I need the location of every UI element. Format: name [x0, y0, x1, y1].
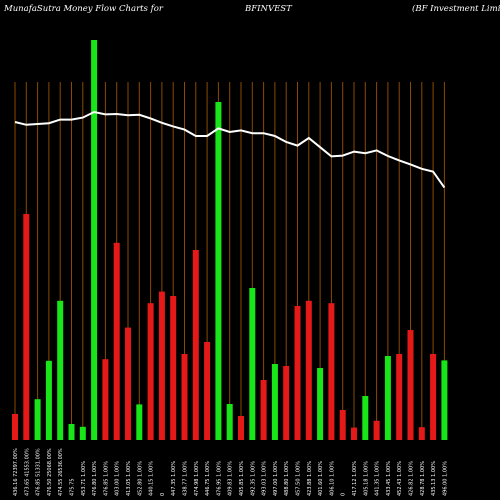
x-tick-label: 440.15 1.00%: [149, 461, 155, 496]
money-flow-bar: [317, 368, 324, 440]
x-tick-label: 474.55 26536.00%: [58, 448, 64, 496]
x-tick-label: 453.71 1.00%: [81, 461, 87, 496]
money-flow-bar: [34, 399, 41, 440]
money-flow-bar: [170, 296, 177, 440]
x-tick-label: 436.16 72397.00%: [13, 448, 19, 496]
money-flow-bar: [271, 364, 278, 440]
money-flow-bar: [12, 414, 18, 440]
x-tick-label: 417.12 1.00%: [352, 461, 358, 496]
x-tick-label: 457.50 1.00%: [296, 461, 302, 496]
x-tick-label: 446.75 1.00%: [205, 461, 211, 496]
x-tick-label: 476.80 1.00%: [92, 461, 98, 496]
money-flow-bar: [147, 303, 154, 440]
money-flow-bar: [45, 360, 52, 440]
money-flow-bar: [430, 354, 437, 440]
money-flow-bar: [339, 410, 346, 440]
x-tick-label: 409.83 1.00%: [228, 461, 234, 496]
money-flow-bar: [294, 306, 301, 440]
price-line: [14, 110, 446, 189]
x-tick-label: 406.10 1.00%: [329, 461, 335, 496]
x-tick-label: 433.45 1.00%: [386, 461, 392, 496]
money-flow-bar: [23, 214, 30, 440]
x-tick-label: 401.60 1.00%: [318, 461, 324, 496]
x-tick-label: 0: [341, 493, 347, 496]
x-tick-label: 0: [160, 493, 166, 496]
x-tick-label: 405.85 1.00%: [239, 461, 245, 496]
money-flow-bar: [328, 303, 335, 440]
money-flow-bar: [249, 288, 256, 440]
money-flow-bar: [305, 300, 312, 440]
money-flow-bar: [215, 102, 222, 440]
money-flow-bar: [260, 380, 267, 440]
money-flow-bar: [136, 404, 143, 440]
chart-ticker: BFINVEST: [245, 4, 292, 14]
money-flow-bar: [418, 427, 425, 440]
x-tick-label: 435.13 1.00%: [431, 461, 437, 496]
x-tick-label: 438.77 1.00%: [183, 461, 189, 496]
money-flow-bar: [68, 424, 75, 440]
x-tick-label: 452.80 1.00%: [137, 461, 143, 496]
x-tick-label: 476.95 1.00%: [216, 461, 222, 496]
x-tick-label: 476.85 51331.00%: [36, 448, 42, 496]
x-tick-label: 493.03 1.00%: [262, 461, 268, 496]
x-tick-label: 426.82 1.00%: [409, 461, 415, 496]
x-tick-label: 413.05 1.00%: [126, 461, 132, 496]
money-flow-bar: [158, 291, 165, 440]
money-flow-bar: [57, 300, 64, 440]
money-flow-bar: [113, 242, 120, 440]
money-flow-bar: [102, 359, 109, 440]
x-tick-label: 497.00 1.00%: [273, 461, 279, 496]
x-tick-label: 474.98 1.00%: [194, 461, 200, 496]
money-flow-bar: [396, 354, 403, 440]
money-flow-bar: [204, 342, 211, 440]
x-tick-label: 423.88 1.00%: [307, 461, 313, 496]
money-flow-bar: [226, 404, 233, 440]
tick-labels: 436.16 72397.00% 473.65 41553.00% 476.85 5…: [13, 448, 448, 496]
x-tick-label: 496.00 1.00%: [442, 461, 448, 496]
x-tick-label: 476.50 25068.00%: [47, 448, 53, 496]
money-flow-bar: [91, 40, 98, 440]
money-flow-bar: [125, 327, 131, 440]
money-flow-bar: [373, 420, 380, 440]
x-tick-label: 441.35 1.00%: [375, 461, 381, 496]
money-flow-bar: [351, 427, 357, 440]
price-line-layer: [14, 110, 446, 189]
x-tick-label: 403.00 1.00%: [115, 461, 121, 496]
money-flow-bar: [384, 356, 391, 440]
x-tick-label: 447.35 1.00%: [171, 461, 177, 496]
x-tick-label: 492.35 1.00%: [250, 461, 256, 496]
money-flow-bar: [192, 250, 199, 440]
money-flow-bar: [181, 354, 188, 440]
money-flow-bar: [238, 416, 244, 440]
x-tick-label: 476.85 1.00%: [103, 461, 109, 496]
x-tick-label: 405.18 1.00%: [363, 461, 369, 496]
money-flow-bar: [441, 360, 448, 440]
x-tick-label: 488.80 1.00%: [284, 461, 290, 496]
x-tick-label: 428.78 1.00%: [420, 461, 426, 496]
chart-company-name: (BF Investment Limit: [412, 4, 500, 14]
money-flow-bar: [79, 426, 86, 440]
money-flow-bar: [407, 330, 414, 440]
money-flow-bar: [362, 396, 369, 440]
x-tick-label: 475.75: [70, 479, 76, 497]
x-tick-label: 452.43 1.00%: [397, 461, 403, 496]
money-flow-bars: [12, 40, 448, 440]
x-tick-label: 473.65 41553.00%: [24, 448, 30, 496]
chart-brand-title: MunafaSutra Money Flow Charts for: [4, 4, 163, 14]
money-flow-bar: [283, 366, 290, 440]
